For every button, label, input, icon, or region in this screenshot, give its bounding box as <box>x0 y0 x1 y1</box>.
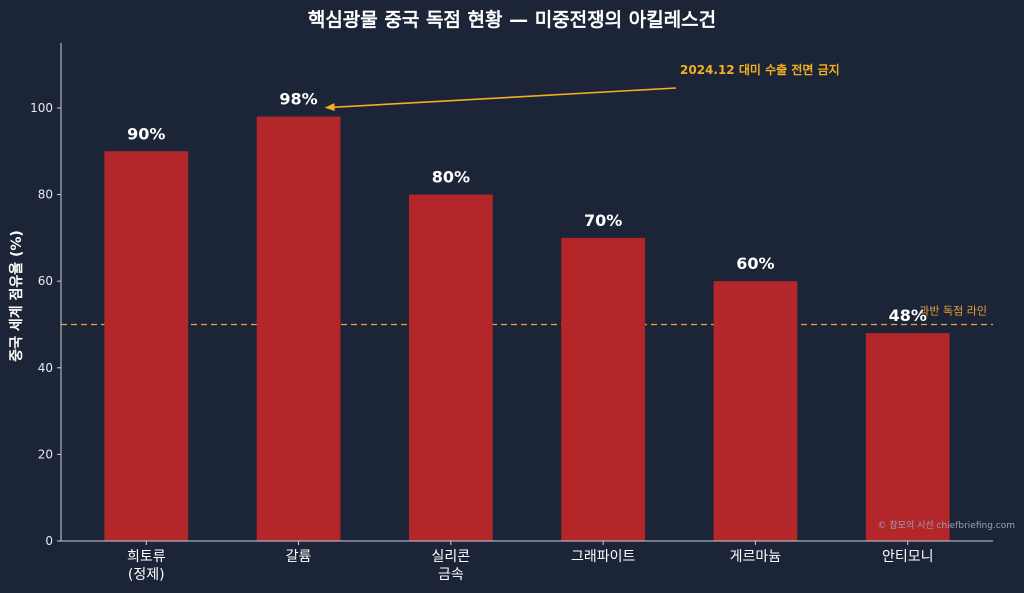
y-tick-label-5: 100 <box>30 101 53 115</box>
annotation-arrow-line <box>332 87 677 109</box>
x-tick-label-3-0: 그래파이트 <box>571 549 636 565</box>
bar-2 <box>408 194 493 541</box>
x-tick-label-2-1: 금속 <box>438 567 464 583</box>
data-label-3: 70% <box>584 211 622 230</box>
data-label-1: 98% <box>279 90 317 109</box>
bar-4 <box>713 281 798 541</box>
bar-3 <box>561 237 646 541</box>
annotation-text: 2024.12 대미 수출 전면 금지 <box>680 62 840 77</box>
reference-line-label: 과반 독점 라인 <box>919 304 987 317</box>
data-label-0: 90% <box>127 124 165 143</box>
y-tick-label-3: 60 <box>38 274 53 288</box>
chart-title: 핵심광물 중국 독점 현황 — 미중전쟁의 아킬레스건 <box>308 8 716 31</box>
x-tick-label-5-0: 안티모니 <box>882 549 934 565</box>
bar-5 <box>865 333 950 541</box>
reference-line-group: 과반 독점 라인 <box>61 304 993 326</box>
data-label-4: 60% <box>736 254 774 273</box>
bars-group <box>104 116 950 541</box>
x-tick-label-0-0: 희토류 <box>127 549 166 565</box>
x-tick-label-1-0: 갈륨 <box>286 549 312 565</box>
x-tick-label-2-0: 실리콘 <box>432 549 471 565</box>
data-label-2: 80% <box>432 168 470 187</box>
x-tick-label-0-1: (정제) <box>128 567 165 583</box>
annotation-arrowhead <box>324 103 335 112</box>
labels-group: 90% 98% 80% 70% 60% 48% <box>127 90 927 326</box>
credit-text: © 참모의 시선 chiefbriefing.com <box>878 520 1015 531</box>
y-axis-label: 중국 세계 점유율 (%) <box>8 230 25 362</box>
y-tick-label-0: 0 <box>45 534 53 548</box>
x-tick-label-4-0: 게르마늄 <box>730 549 782 565</box>
bar-0 <box>104 151 189 541</box>
y-tick-label-1: 20 <box>38 447 53 461</box>
y-tick-label-2: 40 <box>38 361 53 375</box>
bar-1 <box>256 116 341 541</box>
data-label-5: 48% <box>889 306 927 325</box>
annotation-group: 2024.12 대미 수출 전면 금지 <box>324 62 840 112</box>
y-tick-label-4: 80 <box>38 188 53 202</box>
